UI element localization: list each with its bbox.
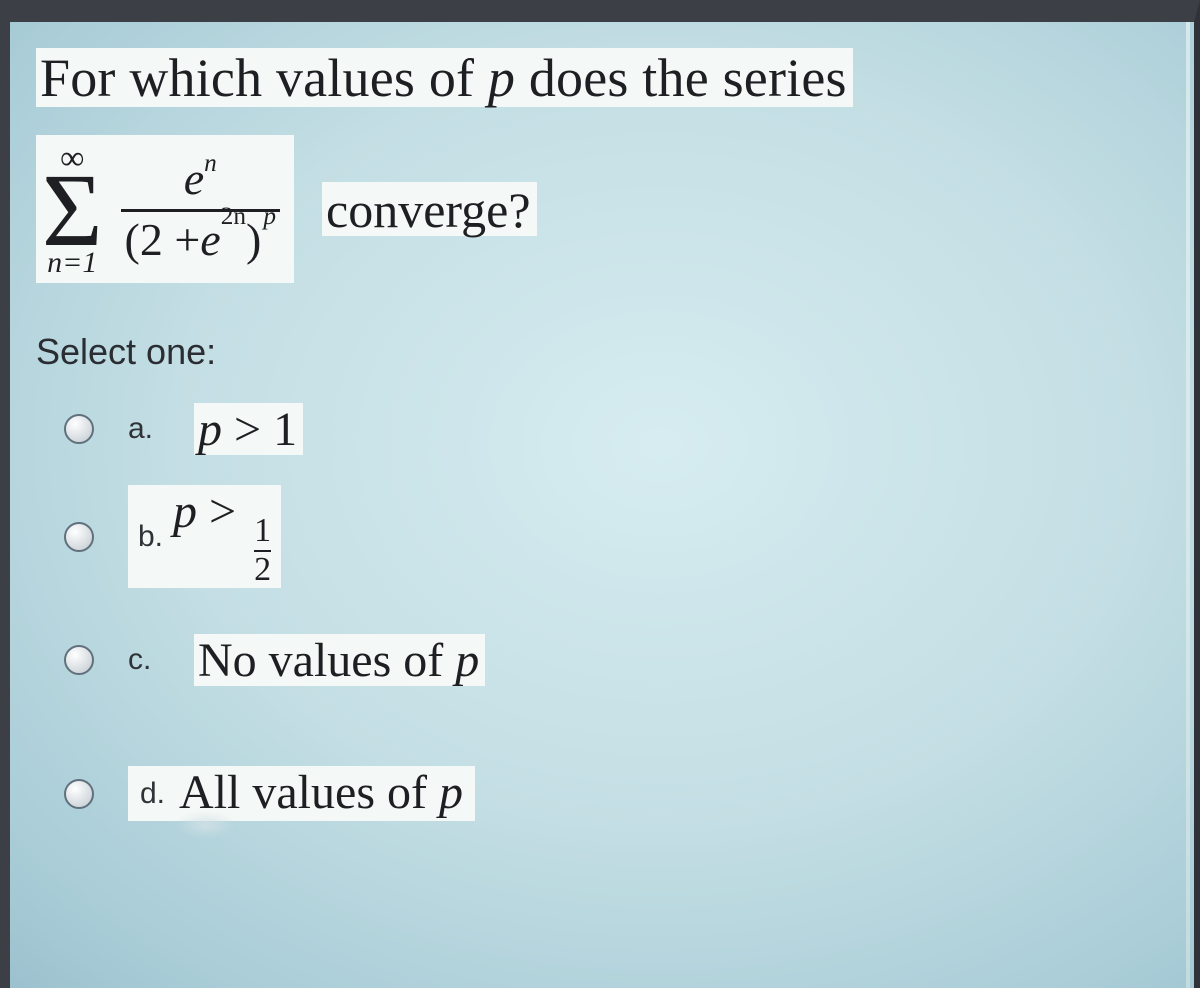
question-card: For which values of p does the series ∞ …: [36, 48, 1174, 968]
option-b-letter: b.: [138, 521, 163, 553]
edge-highlight: [1186, 22, 1190, 988]
den-base: e: [200, 216, 220, 264]
option-a-rel: >: [222, 403, 273, 456]
option-c[interactable]: c. No values of p: [36, 634, 1174, 686]
option-d-text: All values of: [179, 766, 439, 819]
option-a-letter: a.: [128, 412, 160, 446]
options-list: a. p > 1 b. p > 1 2 c.: [36, 403, 1174, 821]
sigma-symbol: Σ: [42, 170, 103, 251]
q-var-p: p: [488, 48, 515, 108]
option-d-p: p: [439, 766, 463, 819]
series-expression-row: ∞ Σ n=1 en (2 + e2n)p converge?: [36, 135, 1174, 283]
option-c-text: No values of: [198, 634, 455, 687]
option-a[interactable]: a. p > 1: [36, 403, 1174, 455]
fraction-bar: [121, 209, 280, 212]
option-b-math: p > 1 2: [173, 487, 271, 586]
num-base: e: [184, 153, 204, 204]
num-exp: n: [204, 149, 217, 177]
sigma-lower: n=1: [47, 247, 97, 279]
option-b-frac-den: 2: [254, 554, 271, 586]
radio-c[interactable]: [64, 645, 94, 675]
den-inner-exp: 2n: [221, 202, 246, 230]
option-a-rhs: 1: [273, 403, 297, 456]
q-post: does the series: [515, 48, 847, 108]
option-d[interactable]: d. All values of p: [36, 766, 1174, 820]
option-d-letter: d.: [140, 778, 165, 810]
converge-text: converge?: [322, 182, 537, 237]
option-d-math: All values of p: [179, 768, 463, 818]
den-close: ): [246, 216, 261, 264]
option-a-math: p > 1: [194, 403, 303, 455]
option-a-p: p: [198, 403, 222, 456]
option-c-letter: c.: [128, 643, 160, 677]
radio-d[interactable]: [64, 779, 94, 809]
option-b-p: p: [173, 485, 197, 538]
q-pre: For which values of: [40, 48, 488, 108]
option-b-frac: 1 2: [254, 515, 271, 586]
radio-b[interactable]: [64, 522, 94, 552]
option-b-frac-num: 1: [254, 515, 271, 547]
fraction: en (2 + e2n)p: [121, 155, 280, 265]
sigma-block: ∞ Σ n=1: [42, 141, 103, 279]
question-line-1: For which values of p does the series: [36, 48, 1174, 107]
option-c-math: No values of p: [194, 634, 485, 686]
radio-a[interactable]: [64, 414, 94, 444]
option-b[interactable]: b. p > 1 2: [36, 485, 1174, 588]
option-b-rel: >: [197, 485, 248, 538]
select-one-label: Select one:: [36, 331, 1174, 373]
option-c-p: p: [455, 634, 479, 687]
den-open: (2 +: [125, 216, 201, 264]
